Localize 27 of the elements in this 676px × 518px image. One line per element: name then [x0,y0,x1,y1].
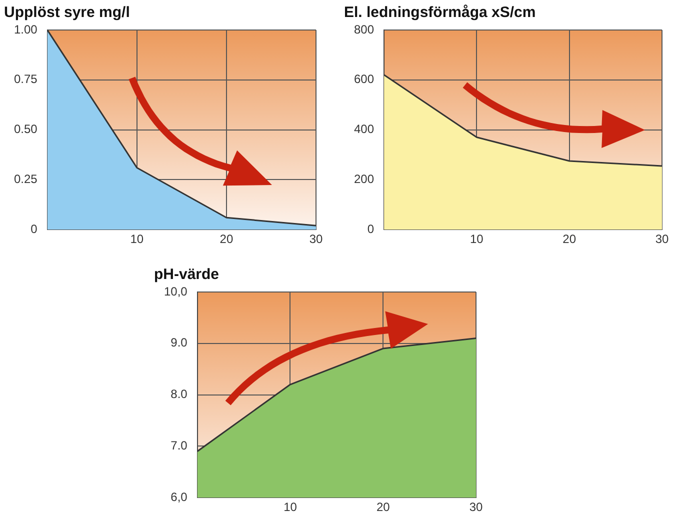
y-tick-label: 8.0 [170,387,188,402]
y-tick-label: 9.0 [170,336,188,350]
x-tick-label: 20 [220,232,234,246]
y-tick-label: 6,0 [170,490,188,504]
y-tick-label: 1.00 [14,22,38,36]
y-tick-label: 0 [367,222,374,236]
x-tick-label: 30 [469,500,483,514]
y-tick-label: 0.50 [14,122,38,136]
x-tick-label: 20 [562,232,576,246]
chart-title: Upplöst syre mg/l [4,4,130,22]
y-tick-label: 800 [354,22,374,36]
y-tick-label: 7.0 [170,438,188,453]
x-tick-label: 30 [309,232,323,246]
y-tick-label: 0.25 [14,172,38,186]
y-tick-label: 0.75 [14,72,38,86]
y-tick-label: 400 [354,122,374,136]
y-tick-label: 0 [30,222,38,236]
chart-title: pH-värde [154,266,220,284]
x-tick-label: 10 [130,232,144,246]
chart-title: El. ledningsförmåga xS/cm [344,4,536,22]
x-tick-label: 20 [376,500,390,514]
y-tick-label: 200 [354,172,374,186]
x-tick-label: 30 [655,232,669,246]
y-tick-label: 600 [354,72,374,86]
x-tick-label: 10 [470,232,484,246]
x-tick-label: 10 [284,500,298,514]
y-tick-label: 10,0 [164,284,188,298]
